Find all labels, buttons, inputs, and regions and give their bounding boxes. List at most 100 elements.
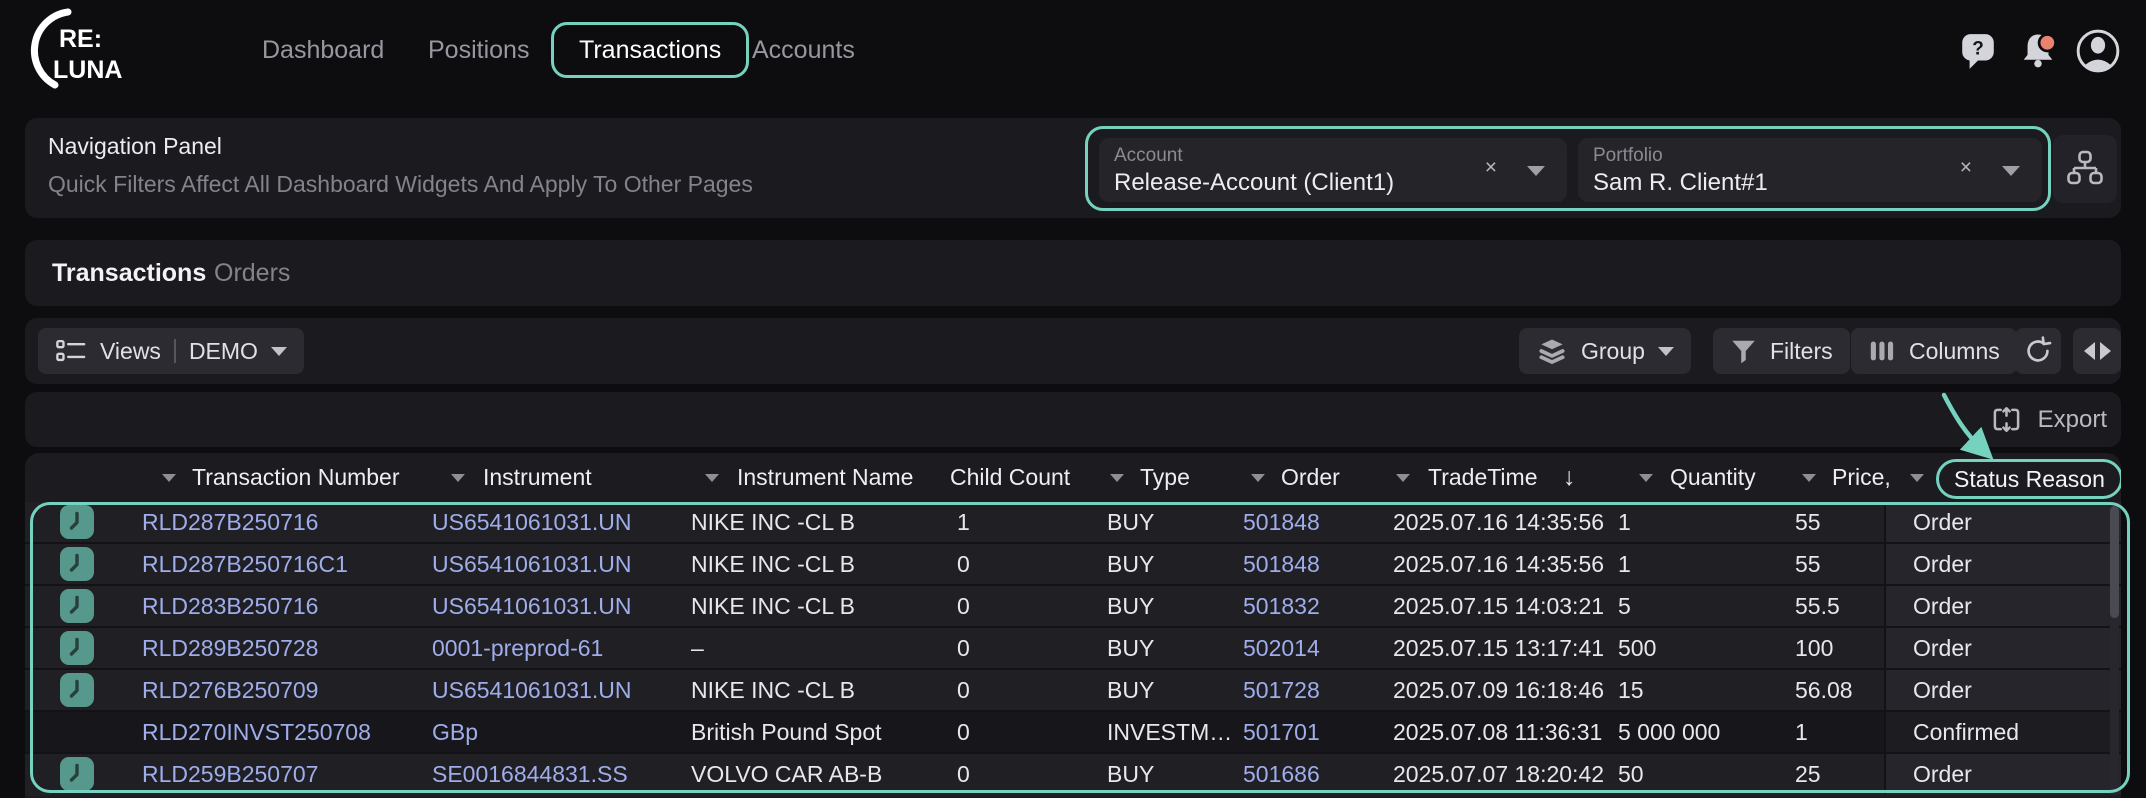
cell-status: Order — [1884, 586, 2121, 626]
nav-item-dashboard[interactable]: Dashboard — [262, 36, 385, 64]
export-button[interactable]: Export — [1990, 392, 2107, 447]
cell-price: 100 — [1795, 635, 1834, 661]
cell-time: 2025.07.16 14:35:56 — [1393, 551, 1605, 577]
cell-type: INVESTM… — [1107, 719, 1233, 745]
profile-avatar-icon[interactable] — [2074, 28, 2122, 74]
list-icon — [56, 339, 86, 362]
refresh-icon — [2027, 336, 2052, 362]
cell-name: British Pound Spot — [691, 719, 882, 745]
column-menu-caret-icon[interactable] — [162, 474, 176, 482]
filters-button[interactable]: Filters — [1713, 328, 1850, 374]
table-row[interactable]: RLD287B250716 US6541061031.UN NIKE INC -CL… — [25, 502, 2121, 544]
column-menu-caret-icon[interactable] — [1251, 474, 1265, 482]
cell-txn[interactable]: RLD276B250709 — [142, 677, 319, 703]
column-menu-caret-icon[interactable] — [1639, 474, 1653, 482]
cell-time: 2025.07.15 13:17:41 — [1393, 635, 1605, 661]
column-header-instrument[interactable]: Instrument — [483, 464, 592, 490]
views-label: Views — [100, 337, 161, 364]
cell-order[interactable]: 501686 — [1243, 761, 1320, 787]
cell-instrument[interactable]: SE0016844831.SS — [432, 761, 628, 787]
cell-instrument[interactable]: 0001-preprod-61 — [432, 635, 604, 661]
clear-icon[interactable]: × — [1959, 156, 1972, 179]
clock-icon — [60, 631, 94, 665]
column-menu-caret-icon[interactable] — [1110, 474, 1124, 482]
cell-name: – — [691, 635, 704, 661]
nav-item-accounts[interactable]: Accounts — [752, 36, 855, 64]
cell-instrument[interactable]: US6541061031.UN — [432, 593, 632, 619]
refresh-button[interactable] — [2015, 328, 2061, 374]
column-menu-caret-icon[interactable] — [705, 474, 719, 482]
filters-label: Filters — [1770, 337, 1833, 364]
cell-instrument[interactable]: US6541061031.UN — [432, 677, 632, 703]
column-header-name[interactable]: Instrument Name — [737, 464, 914, 490]
cell-instrument[interactable]: US6541061031.UN — [432, 551, 632, 577]
nav-item-transactions-active[interactable]: Transactions — [551, 22, 750, 78]
account-select[interactable]: Account Release-Account (Client1) × — [1099, 138, 1567, 202]
column-header-price[interactable]: Price, — [1832, 464, 1891, 490]
cell-txn[interactable]: RLD289B250728 — [142, 635, 319, 661]
cell-qty: 5 — [1618, 593, 1631, 619]
column-menu-caret-icon[interactable] — [451, 474, 465, 482]
hierarchy-button[interactable] — [2053, 135, 2117, 203]
cell-order[interactable]: 501848 — [1243, 551, 1320, 577]
clear-icon[interactable]: × — [1484, 156, 1497, 179]
cell-price: 55 — [1795, 551, 1821, 577]
column-menu-caret-icon[interactable] — [1396, 474, 1410, 482]
column-menu-caret-icon[interactable] — [1910, 474, 1924, 482]
table-row[interactable]: RLD289B250728 0001-preprod-61 – 0 BUY 502014 2… — [25, 628, 2121, 670]
notifications-bell-icon[interactable] — [2014, 28, 2062, 74]
cell-child: 0 — [957, 635, 970, 661]
cell-instrument[interactable]: US6541061031.UN — [432, 509, 632, 535]
group-button[interactable]: Group — [1519, 328, 1691, 374]
cell-order[interactable]: 501701 — [1243, 719, 1320, 745]
column-header-order[interactable]: Order — [1281, 464, 1340, 490]
help-icon[interactable]: ? — [1954, 28, 2002, 74]
cell-child: 0 — [957, 593, 970, 619]
cell-time: 2025.07.09 16:18:46 — [1393, 677, 1605, 703]
scrollbar-thumb[interactable] — [2110, 506, 2119, 618]
cell-txn[interactable]: RLD259B250707 — [142, 761, 319, 787]
cell-order[interactable]: 501848 — [1243, 509, 1320, 535]
cell-child: 1 — [957, 509, 970, 535]
table-row[interactable]: RLD270INVST250708 GBp British Pound Spot 0 I… — [25, 712, 2121, 754]
columns-button[interactable]: Columns — [1851, 328, 2017, 374]
columns-icon — [1870, 341, 1894, 361]
cell-instrument[interactable]: GBp — [432, 719, 479, 745]
tab-transactions[interactable]: Transactions — [52, 259, 207, 287]
cell-txn[interactable]: RLD270INVST250708 — [142, 719, 371, 745]
panel-subtitle: Quick Filters Affect All Dashboard Widge… — [48, 171, 753, 197]
column-header-status[interactable]: Status Reason — [1936, 459, 2121, 499]
table-row[interactable]: RLD283B250716 US6541061031.UN NIKE INC -CL… — [25, 586, 2121, 628]
nav-item-positions[interactable]: Positions — [428, 36, 530, 64]
cell-name: VOLVO CAR AB-B — [691, 761, 883, 787]
column-menu-caret-icon[interactable] — [1802, 474, 1816, 482]
chevron-down-icon[interactable] — [1527, 166, 1545, 176]
columns-label: Columns — [1909, 337, 2000, 364]
cell-price: 56.08 — [1795, 677, 1853, 703]
column-header-time[interactable]: TradeTime — [1428, 464, 1538, 490]
column-header-qty[interactable]: Quantity — [1670, 464, 1756, 490]
cell-txn[interactable]: RLD287B250716C1 — [142, 551, 348, 577]
cell-order[interactable]: 501832 — [1243, 593, 1320, 619]
top-right-icons: ? — [1954, 28, 2122, 74]
vertical-scrollbar[interactable] — [2110, 506, 2119, 794]
cell-txn[interactable]: RLD287B250716 — [142, 509, 319, 535]
views-button[interactable]: Views DEMO — [38, 328, 304, 374]
cell-order[interactable]: 502014 — [1243, 635, 1320, 661]
sort-desc-icon[interactable]: ↓ — [1563, 463, 1576, 491]
table-row[interactable]: RLD259B250707 SE0016844831.SS VOLVO CAR AB… — [25, 754, 2121, 796]
cell-type: BUY — [1107, 635, 1155, 661]
cell-txn[interactable]: RLD283B250716 — [142, 593, 319, 619]
table-row[interactable]: RLD276B250709 US6541061031.UN NIKE INC -CL… — [25, 670, 2121, 712]
prev-next-button[interactable] — [2073, 328, 2121, 374]
tab-orders[interactable]: Orders — [214, 259, 291, 287]
clock-icon — [60, 547, 94, 581]
portfolio-value: Sam R. Client#1 — [1593, 169, 1768, 196]
chevron-down-icon[interactable] — [2002, 166, 2020, 176]
column-header-type[interactable]: Type — [1140, 464, 1190, 490]
cell-order[interactable]: 501728 — [1243, 677, 1320, 703]
column-header-txn[interactable]: Transaction Number — [192, 464, 400, 490]
table-row[interactable]: RLD287B250716C1 US6541061031.UN NIKE INC -… — [25, 544, 2121, 586]
portfolio-select[interactable]: Portfolio Sam R. Client#1 × — [1578, 138, 2042, 202]
column-header-child[interactable]: Child Count — [950, 464, 1071, 490]
